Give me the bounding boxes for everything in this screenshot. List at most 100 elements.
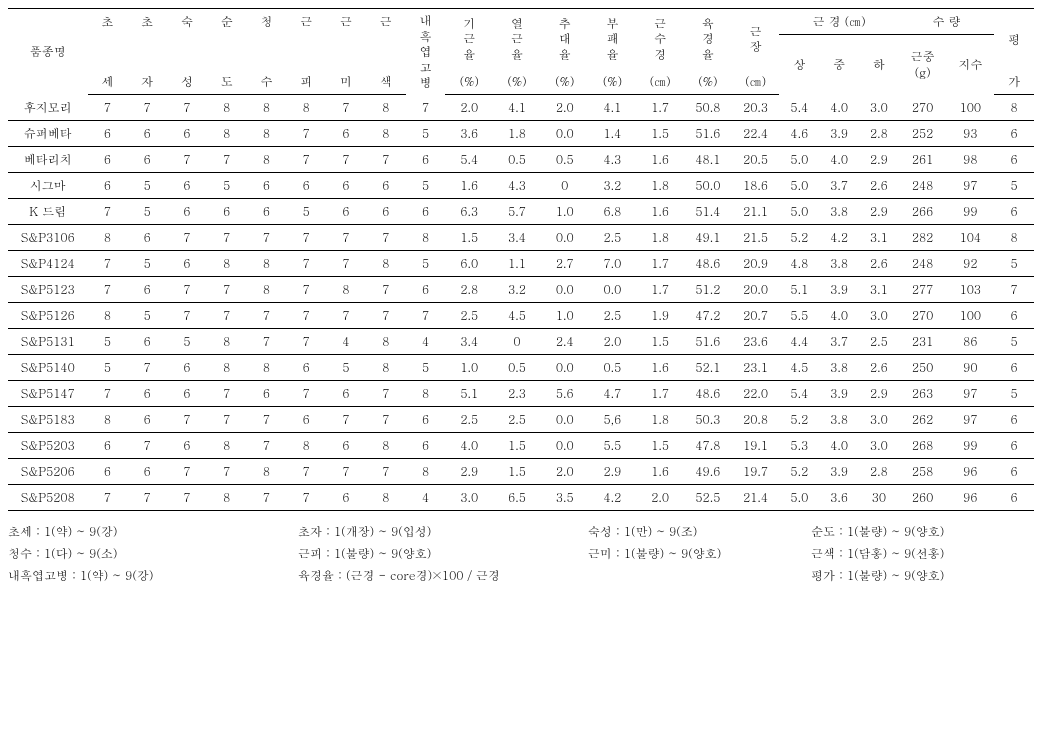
data-cell: 5 bbox=[127, 303, 167, 329]
data-cell: 4.1 bbox=[493, 95, 541, 121]
table-row: S&P51268577777772.54.51.02.51.947.220.75… bbox=[8, 303, 1034, 329]
data-cell: 7 bbox=[127, 355, 167, 381]
data-cell: 49.1 bbox=[684, 225, 732, 251]
data-cell: 7 bbox=[247, 485, 287, 511]
header-simple-bottom-1: 자 bbox=[127, 69, 167, 95]
data-cell: 0.0 bbox=[541, 355, 589, 381]
legend-cell: 근미 : 1(불량) ~ 9(양호) bbox=[588, 543, 811, 565]
data-cell: 20.7 bbox=[732, 303, 780, 329]
data-cell: 2.8 bbox=[859, 459, 899, 485]
variety-name: S&P5126 bbox=[8, 303, 88, 329]
data-cell: 7 bbox=[247, 329, 287, 355]
data-cell: 93 bbox=[946, 121, 994, 147]
legend-cell: 내흑엽고병 : 1(약) ~ 9(강) bbox=[8, 565, 298, 587]
data-cell: 6 bbox=[326, 433, 366, 459]
data-cell: 5.7 bbox=[493, 199, 541, 225]
data-cell: 4.6 bbox=[779, 121, 819, 147]
data-cell: 5.4 bbox=[779, 95, 819, 121]
header-simple-bottom-7: 색 bbox=[366, 69, 406, 95]
header-eval-bottom: 가 bbox=[994, 69, 1034, 95]
header-crack-unit: (%) bbox=[493, 69, 541, 95]
data-cell: 6 bbox=[247, 381, 287, 407]
data-cell: 7 bbox=[326, 225, 366, 251]
data-cell: 7 bbox=[207, 225, 247, 251]
data-cell: 3.8 bbox=[819, 407, 859, 433]
data-cell: 8 bbox=[207, 95, 247, 121]
data-cell: 7 bbox=[286, 251, 326, 277]
data-cell: 23.6 bbox=[732, 329, 780, 355]
data-cell: 50.8 bbox=[684, 95, 732, 121]
data-cell: 99 bbox=[946, 433, 994, 459]
data-cell: 2.8 bbox=[859, 121, 899, 147]
data-cell: 47.2 bbox=[684, 303, 732, 329]
legend-cell bbox=[588, 565, 811, 587]
data-cell: 5.4 bbox=[779, 381, 819, 407]
data-cell: 6 bbox=[127, 329, 167, 355]
data-cell: 1.5 bbox=[493, 459, 541, 485]
data-cell: 6.0 bbox=[445, 251, 493, 277]
variety-name: S&P5206 bbox=[8, 459, 88, 485]
header-bolt-unit: (%) bbox=[541, 69, 589, 95]
data-cell: 0 bbox=[541, 173, 589, 199]
data-cell: 4.5 bbox=[779, 355, 819, 381]
data-cell: 3.6 bbox=[445, 121, 493, 147]
data-cell: 6 bbox=[406, 277, 446, 303]
data-cell: 6 bbox=[167, 251, 207, 277]
data-cell: 2.5 bbox=[493, 407, 541, 433]
data-cell: 7 bbox=[286, 121, 326, 147]
variety-name: S&P5123 bbox=[8, 277, 88, 303]
data-cell: 8 bbox=[207, 433, 247, 459]
data-cell: 100 bbox=[946, 95, 994, 121]
data-cell: 3.8 bbox=[819, 199, 859, 225]
data-cell: 5 bbox=[994, 251, 1034, 277]
data-cell: 1.6 bbox=[636, 199, 684, 225]
data-cell: 7 bbox=[286, 381, 326, 407]
data-cell: 6 bbox=[247, 199, 287, 225]
data-cell: 270 bbox=[899, 95, 947, 121]
data-cell: 8 bbox=[366, 485, 406, 511]
header-simple-0: 초 bbox=[88, 9, 128, 35]
data-cell: 4.5 bbox=[493, 303, 541, 329]
data-cell: 6 bbox=[88, 121, 128, 147]
data-cell: 97 bbox=[946, 407, 994, 433]
data-cell: 8 bbox=[366, 121, 406, 147]
data-cell: 250 bbox=[899, 355, 947, 381]
data-cell: 6.3 bbox=[445, 199, 493, 225]
data-cell: 6 bbox=[406, 147, 446, 173]
variety-data-table: 품종명 초 초 숙 순 청 근 근 근 내흑엽고병 기근율 열근율 추대율 부패… bbox=[8, 8, 1034, 511]
data-cell: 7 bbox=[326, 459, 366, 485]
header-simple-bottom-2: 성 bbox=[167, 69, 207, 95]
data-cell: 6 bbox=[127, 121, 167, 147]
data-cell: 6 bbox=[366, 173, 406, 199]
data-cell: 3.0 bbox=[859, 407, 899, 433]
data-cell: 2.0 bbox=[541, 95, 589, 121]
data-cell: 2.0 bbox=[541, 459, 589, 485]
data-cell: 5 bbox=[88, 329, 128, 355]
data-cell: 86 bbox=[946, 329, 994, 355]
data-cell: 3.5 bbox=[541, 485, 589, 511]
data-cell: 6.5 bbox=[493, 485, 541, 511]
data-cell: 99 bbox=[946, 199, 994, 225]
data-cell: 3.0 bbox=[859, 303, 899, 329]
data-cell: 6 bbox=[286, 173, 326, 199]
data-cell: 7 bbox=[207, 303, 247, 329]
header-diameter-sub-1: 중 bbox=[819, 35, 859, 95]
header-simple-2: 숙 bbox=[167, 9, 207, 35]
data-cell: 5 bbox=[326, 355, 366, 381]
data-cell: 0.0 bbox=[541, 121, 589, 147]
data-cell: 6 bbox=[286, 407, 326, 433]
data-cell: 98 bbox=[946, 147, 994, 173]
data-cell: 1.7 bbox=[636, 95, 684, 121]
data-cell: 8 bbox=[88, 303, 128, 329]
data-cell: 5,6 bbox=[589, 407, 637, 433]
variety-name: S&P5203 bbox=[8, 433, 88, 459]
data-cell: 97 bbox=[946, 381, 994, 407]
data-cell: 8 bbox=[326, 277, 366, 303]
data-cell: 2.6 bbox=[859, 251, 899, 277]
data-cell: 7 bbox=[167, 407, 207, 433]
table-row: S&P52087778776843.06.53.54.22.052.521.45… bbox=[8, 485, 1034, 511]
data-cell: 3.9 bbox=[819, 121, 859, 147]
data-cell: 7 bbox=[366, 225, 406, 251]
data-cell: 1.5 bbox=[445, 225, 493, 251]
data-cell: 2.7 bbox=[541, 251, 589, 277]
